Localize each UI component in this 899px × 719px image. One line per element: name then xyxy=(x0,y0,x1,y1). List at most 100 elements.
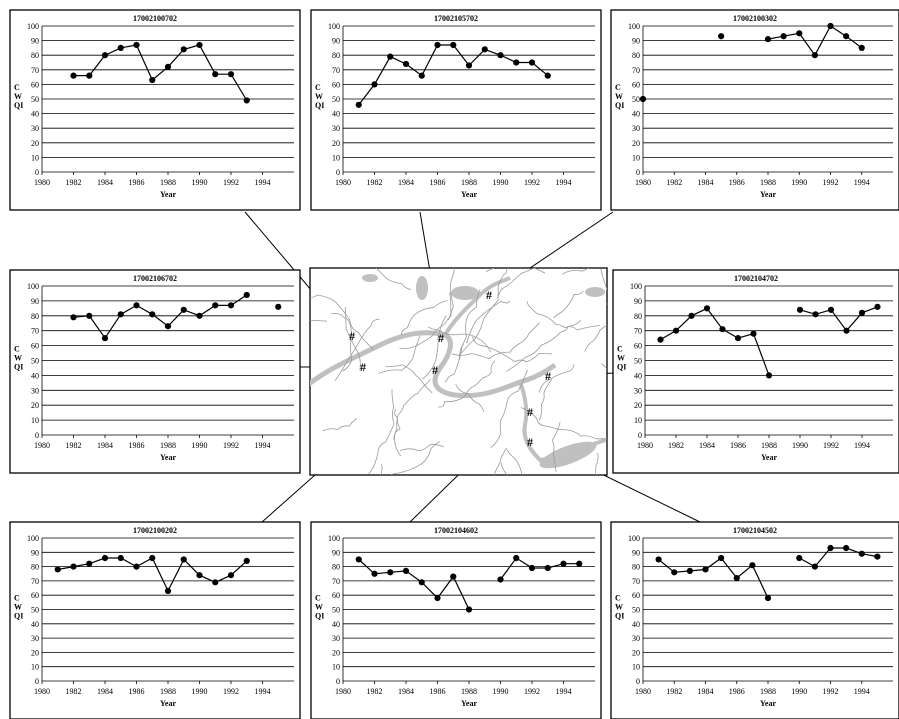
y-tick-label: 100 xyxy=(27,534,39,543)
x-tick-label: 1984 xyxy=(97,441,113,450)
panel-title: 17002104502 xyxy=(733,526,777,535)
x-tick-label: 1992 xyxy=(223,178,239,187)
tributary xyxy=(331,312,353,372)
chart-panel: 17002104502 0 10 20 30 40 50 60 70 80 90 100 1980 198… xyxy=(610,521,899,719)
data-point xyxy=(164,63,172,70)
tributary xyxy=(493,448,506,475)
y-tick-label: 0 xyxy=(636,168,640,177)
y-tick-label: 80 xyxy=(332,563,340,572)
y-axis-title: C W QI xyxy=(315,594,324,621)
x-tick-label: 1990 xyxy=(493,687,509,696)
y-tick-label: 60 xyxy=(632,80,640,89)
x-tick-label: 1988 xyxy=(760,178,776,187)
data-point xyxy=(796,306,804,313)
data-point xyxy=(86,560,93,567)
tributary xyxy=(538,379,553,421)
data-point xyxy=(212,579,219,586)
tributary xyxy=(399,292,452,350)
y-tick-label: 100 xyxy=(628,22,640,31)
y-tick-label: 40 xyxy=(634,371,642,380)
data-point xyxy=(513,554,520,562)
tributary xyxy=(422,315,447,380)
x-tick-label: 1980 xyxy=(34,441,50,450)
station-marker: # xyxy=(438,331,444,345)
tributary xyxy=(455,383,485,412)
y-tick-label: 0 xyxy=(35,431,39,440)
station-marker: # xyxy=(486,288,492,302)
tributary xyxy=(334,318,380,382)
data-point xyxy=(133,302,140,309)
x-tick-label: 1980 xyxy=(34,687,50,696)
x-tick-label: 1990 xyxy=(192,178,208,187)
y-axis-title: C W QI xyxy=(615,83,624,110)
data-point xyxy=(101,335,109,342)
tributary xyxy=(490,369,528,449)
data-point xyxy=(180,46,187,53)
x-axis-title: Year xyxy=(761,453,777,462)
data-point xyxy=(796,554,803,562)
panel-title: 17002100302 xyxy=(733,14,777,23)
panel-frame xyxy=(310,521,602,719)
data-point xyxy=(450,573,457,580)
y-tick-label: 10 xyxy=(332,663,340,672)
data-point xyxy=(764,594,772,602)
x-tick-label: 1980 xyxy=(335,178,351,187)
data-point xyxy=(101,52,109,59)
lake xyxy=(362,274,378,282)
data-point xyxy=(133,41,140,49)
tributary xyxy=(378,335,421,374)
data-point xyxy=(434,41,441,49)
y-tick-label: 40 xyxy=(632,110,640,119)
data-point xyxy=(811,52,818,59)
tributary xyxy=(527,301,601,331)
lake xyxy=(585,287,605,297)
x-tick-label: 1992 xyxy=(223,441,239,450)
station-marker: # xyxy=(360,360,366,374)
y-tick-label: 0 xyxy=(636,677,640,686)
x-tick-label: 1988 xyxy=(160,178,176,187)
y-tick-label: 20 xyxy=(332,139,340,148)
tributary xyxy=(553,290,584,319)
data-point xyxy=(657,336,664,343)
y-tick-label: 70 xyxy=(634,327,642,336)
data-point xyxy=(70,314,77,321)
x-tick-label: 1994 xyxy=(854,687,870,696)
tributary xyxy=(497,268,535,299)
y-tick-label: 20 xyxy=(632,648,640,657)
data-point xyxy=(243,291,250,299)
data-point xyxy=(718,33,725,40)
y-tick-label: 10 xyxy=(31,663,39,672)
panel-title: 17002104602 xyxy=(434,526,478,535)
y-tick-label: 60 xyxy=(31,591,39,600)
data-point xyxy=(827,306,835,313)
data-point xyxy=(196,41,203,49)
y-tick-label: 30 xyxy=(634,386,642,395)
x-tick-label: 1986 xyxy=(129,687,145,696)
x-tick-label: 1988 xyxy=(461,178,477,187)
data-point xyxy=(858,550,865,557)
x-tick-label: 1980 xyxy=(635,687,651,696)
data-point xyxy=(843,544,850,552)
data-point xyxy=(827,22,834,30)
data-point xyxy=(149,76,156,84)
y-tick-label: 40 xyxy=(31,620,39,629)
data-point xyxy=(497,576,504,583)
data-point xyxy=(513,59,520,66)
data-point xyxy=(497,52,504,59)
data-point xyxy=(655,556,662,563)
data-point xyxy=(750,330,757,337)
tributary xyxy=(427,326,491,353)
panel-title: 17002100702 xyxy=(133,14,177,23)
data-point xyxy=(180,306,187,313)
tributary xyxy=(562,268,590,275)
y-tick-label: 90 xyxy=(332,548,340,557)
tributary xyxy=(600,269,607,305)
tributary xyxy=(551,421,561,472)
x-tick-label: 1982 xyxy=(367,687,383,696)
x-tick-label: 1986 xyxy=(129,441,145,450)
y-tick-label: 90 xyxy=(31,548,39,557)
x-tick-label: 1980 xyxy=(635,178,651,187)
panel-frame xyxy=(9,269,301,474)
tributary xyxy=(472,336,553,363)
data-point xyxy=(180,556,187,563)
